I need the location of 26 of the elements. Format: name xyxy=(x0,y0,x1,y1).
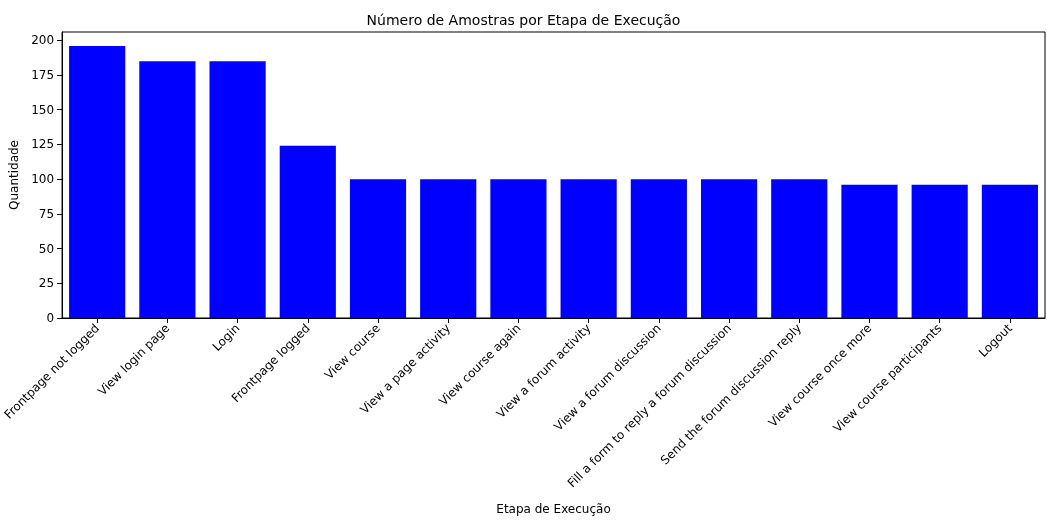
bar xyxy=(630,179,687,318)
bar xyxy=(279,145,336,318)
y-tick-label: 0 xyxy=(46,311,55,325)
y-tick-label: 25 xyxy=(38,276,55,291)
y-tick-label: 175 xyxy=(31,68,55,83)
bar xyxy=(911,184,968,318)
y-tick-label: 100 xyxy=(31,172,55,187)
bar xyxy=(490,179,547,318)
bar xyxy=(771,179,828,318)
bar xyxy=(209,61,266,318)
y-tick-label: 125 xyxy=(31,137,55,152)
y-tick-label: 200 xyxy=(31,33,55,48)
x-axis-title: Etapa de Execução xyxy=(496,502,611,516)
bar xyxy=(139,61,196,318)
bar xyxy=(560,179,617,318)
bar xyxy=(420,179,477,318)
bar xyxy=(841,184,898,318)
bar xyxy=(69,45,126,318)
bar xyxy=(700,179,758,318)
chart-title: Número de Amostras por Etapa de Execução xyxy=(366,12,681,28)
bar xyxy=(349,179,407,318)
y-tick-label: 75 xyxy=(38,206,55,221)
bar xyxy=(981,184,1038,318)
y-axis-title: Quantidade xyxy=(7,139,22,211)
y-tick-label: 50 xyxy=(38,241,55,256)
y-tick-label: 150 xyxy=(31,102,55,117)
